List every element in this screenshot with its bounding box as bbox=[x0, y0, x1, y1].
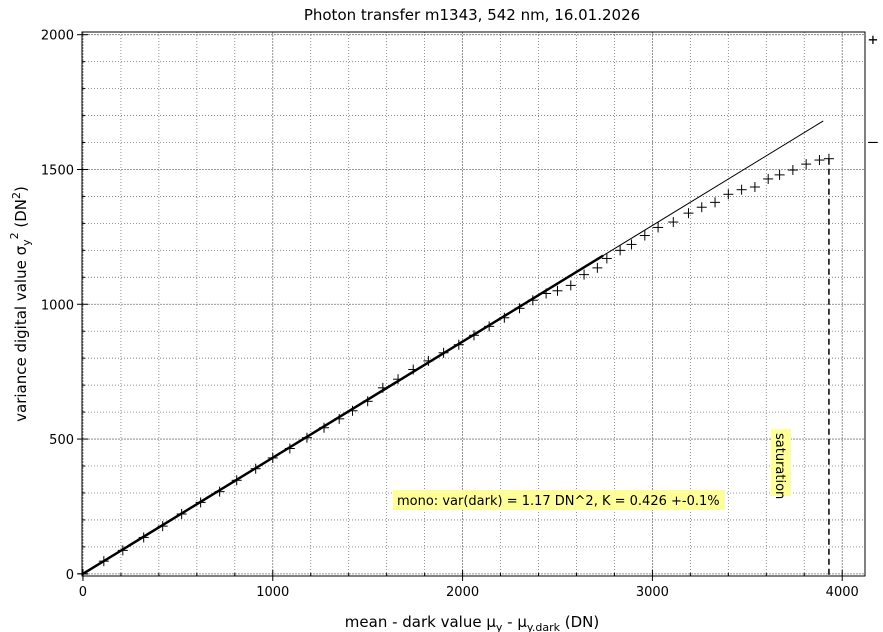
grid bbox=[82, 32, 865, 576]
data-point bbox=[138, 532, 149, 543]
data-point bbox=[683, 208, 694, 219]
data-point bbox=[98, 556, 109, 567]
data-point bbox=[639, 230, 650, 241]
zoom-in-button[interactable]: + bbox=[868, 30, 878, 49]
data-point bbox=[579, 269, 590, 280]
data-point bbox=[438, 347, 449, 358]
data-point bbox=[774, 169, 785, 180]
data-point bbox=[284, 443, 295, 454]
data-points bbox=[77, 153, 834, 579]
data-point bbox=[710, 197, 721, 208]
data-point bbox=[653, 222, 664, 233]
data-point bbox=[231, 475, 242, 486]
data-point bbox=[250, 463, 261, 474]
axis-ticks: 0 1000 2000 3000 4000 0 500 1000 1500 2000 bbox=[41, 29, 859, 600]
data-point bbox=[484, 321, 495, 332]
x-axis-title: mean - dark value μy - μy.dark (DN) bbox=[345, 613, 599, 632]
y-tick-label: 500 bbox=[49, 433, 74, 448]
data-point bbox=[668, 217, 679, 228]
data-point bbox=[347, 405, 358, 416]
data-point bbox=[514, 303, 525, 314]
zoom-out-button[interactable]: – bbox=[868, 132, 878, 151]
data-point bbox=[176, 508, 187, 519]
data-point bbox=[615, 245, 626, 256]
data-point bbox=[362, 396, 373, 407]
data-point bbox=[214, 486, 225, 497]
x-tick-label: 2000 bbox=[446, 585, 479, 600]
data-point bbox=[814, 155, 825, 166]
data-point bbox=[736, 184, 747, 195]
data-point bbox=[377, 382, 388, 393]
data-point bbox=[696, 202, 707, 213]
data-point bbox=[592, 262, 603, 273]
data-point bbox=[117, 545, 128, 556]
data-point bbox=[763, 173, 774, 184]
x-tick-label: 3000 bbox=[636, 585, 669, 600]
x-tick-label: 1000 bbox=[256, 585, 289, 600]
data-point bbox=[626, 239, 637, 250]
y-tick-label: 1000 bbox=[41, 298, 74, 313]
data-point bbox=[801, 159, 812, 170]
data-point bbox=[423, 355, 434, 366]
data-point bbox=[393, 374, 404, 385]
data-point bbox=[267, 452, 278, 463]
data-point bbox=[453, 339, 464, 350]
data-point bbox=[723, 189, 734, 200]
data-point bbox=[499, 312, 510, 323]
fit-annotation: mono: var(dark) = 1.17 DN^2, K = 0.426 +… bbox=[397, 494, 720, 509]
data-point bbox=[787, 165, 798, 176]
y-axis-title: variance digital value σy2 (DN2) bbox=[8, 186, 33, 422]
data-point bbox=[408, 364, 419, 375]
data-point bbox=[565, 280, 576, 291]
data-point bbox=[541, 288, 552, 299]
data-point bbox=[601, 253, 612, 264]
data-point bbox=[527, 295, 538, 306]
data-point bbox=[468, 330, 479, 341]
y-tick-label: 2000 bbox=[41, 29, 74, 44]
x-tick-label: 0 bbox=[79, 585, 87, 600]
data-point bbox=[552, 285, 563, 296]
fit-annotation-background bbox=[393, 490, 725, 510]
y-tick-label: 0 bbox=[66, 568, 74, 583]
x-tick-label: 4000 bbox=[826, 585, 859, 600]
saturation-label: saturation bbox=[772, 433, 787, 499]
data-point bbox=[301, 432, 312, 443]
data-point bbox=[334, 413, 345, 424]
data-point bbox=[157, 521, 168, 532]
saturation-label-background bbox=[771, 429, 791, 496]
data-point bbox=[195, 497, 206, 508]
y-tick-label: 1500 bbox=[41, 163, 74, 178]
data-point bbox=[749, 182, 760, 193]
data-point bbox=[319, 422, 330, 433]
chart-title: Photon transfer m1343, 542 nm, 16.01.202… bbox=[304, 6, 640, 24]
